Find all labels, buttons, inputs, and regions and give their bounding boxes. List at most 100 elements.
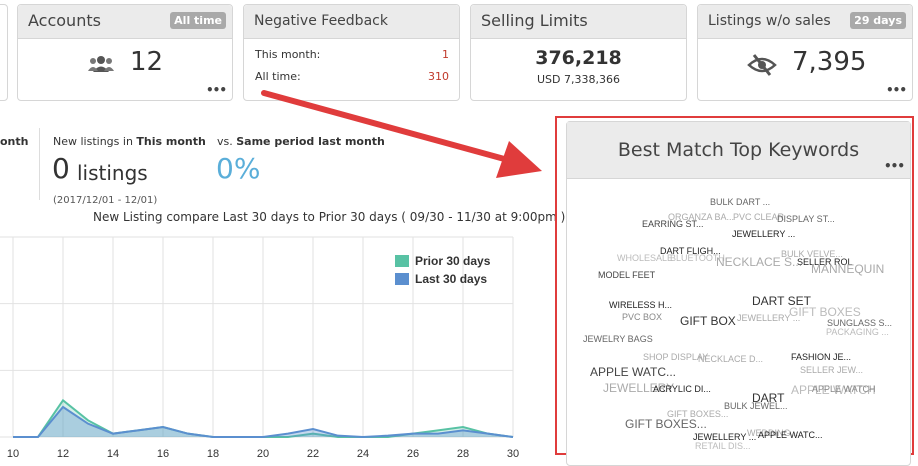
- keyword-item[interactable]: DART FLIGH...: [660, 246, 721, 256]
- x-tick-label: 26: [407, 448, 419, 460]
- keyword-item[interactable]: NECKLACE S...: [716, 255, 803, 269]
- keyword-item[interactable]: NECKLACE D...: [698, 354, 764, 364]
- selling-limits-title: Selling Limits: [481, 11, 588, 30]
- x-tick-label: 22: [307, 448, 319, 460]
- keyword-item[interactable]: JEWELLERY ...: [693, 432, 757, 442]
- keyword-item[interactable]: JEWELLERY ...: [732, 229, 796, 239]
- accounts-more-button[interactable]: •••: [205, 83, 227, 97]
- keyword-item[interactable]: APPLE WATCH: [812, 384, 876, 394]
- listings-wo-sales-badge: 29 days: [850, 12, 906, 29]
- keyword-item[interactable]: WIRELESS H...: [609, 300, 673, 310]
- x-tick-label: 30: [507, 448, 519, 460]
- nf-all-time-label: All time:: [255, 70, 301, 83]
- x-tick-label: 24: [357, 448, 369, 460]
- keywords-card-header: Best Match Top Keywords •••: [567, 122, 910, 179]
- keyword-item[interactable]: DART SET: [752, 294, 811, 308]
- selling-limits-card[interactable]: Selling Limits 376,218 USD 7,338,366: [470, 4, 687, 101]
- vs-period-value: 0%: [216, 152, 261, 185]
- keyword-item[interactable]: BULK VELVE...: [781, 249, 843, 259]
- nf-this-month-label: This month:: [255, 48, 321, 61]
- keyword-item[interactable]: PVC CLEAR: [733, 212, 785, 222]
- keyword-item[interactable]: APPLE WATC...: [758, 430, 823, 440]
- keyword-item[interactable]: SHOP DISPLAY: [643, 352, 709, 362]
- nf-this-month-value[interactable]: 1: [442, 48, 449, 61]
- vs-period-label-prefix: vs.: [217, 135, 237, 148]
- legend-label-last: Last 30 days: [415, 272, 488, 286]
- keyword-item[interactable]: GIFT BOXES...: [667, 409, 729, 419]
- keywords-card[interactable]: Best Match Top Keywords •••: [566, 121, 911, 466]
- keyword-item[interactable]: JEWELRY BAGS: [583, 334, 653, 344]
- keyword-item[interactable]: BULK JEWEL...: [724, 401, 788, 411]
- accounts-title: Accounts: [28, 11, 101, 30]
- negative-feedback-header: Negative Feedback: [244, 5, 459, 39]
- legend-swatch-last: [395, 273, 409, 285]
- new-listings-label: New listings in This month: [53, 135, 206, 148]
- series-line-last: [13, 405, 514, 439]
- accounts-badge: All time: [170, 12, 226, 29]
- keyword-item[interactable]: DART: [752, 391, 785, 405]
- new-listings-label-prefix: New listings in: [53, 135, 137, 148]
- x-tick-label: 12: [57, 448, 69, 460]
- keyword-item[interactable]: GIFT BOXES...: [625, 417, 707, 431]
- keyword-item[interactable]: PACKAGING ...: [826, 327, 889, 337]
- highlight-arrow: [261, 90, 542, 178]
- keyword-item[interactable]: SELLER JEW...: [800, 365, 864, 375]
- x-tick-label: 28: [457, 448, 469, 460]
- partial-prev-label: onth: [0, 135, 29, 148]
- accounts-value: 12: [130, 47, 164, 77]
- keyword-item[interactable]: BULK DART ...: [710, 197, 771, 207]
- keyword-item[interactable]: WEDDING ...: [747, 428, 801, 438]
- legend-label-prior: Prior 30 days: [415, 254, 491, 268]
- keyword-item[interactable]: WHOLESALE: [617, 253, 674, 263]
- keywords-title: Best Match Top Keywords: [617, 139, 860, 161]
- nf-all-time-value[interactable]: 310: [428, 70, 449, 83]
- keyword-item[interactable]: JEWELLERY ...: [737, 313, 801, 323]
- legend-swatch-prior: [395, 255, 409, 267]
- vs-period-label: vs. Same period last month: [217, 135, 385, 148]
- keyword-item[interactable]: APPLE WATC...: [590, 365, 677, 379]
- keywords-more-button[interactable]: •••: [883, 159, 905, 173]
- keyword-item[interactable]: SUNGLASS S...: [827, 318, 893, 328]
- keyword-cloud: BULK DART ... ORGANZA BA... PVC CLEAR DISPL…: [567, 178, 910, 453]
- keyword-item[interactable]: GIFT BOXES: [789, 305, 861, 319]
- x-tick-label: 16: [157, 448, 169, 460]
- accounts-card[interactable]: Accounts All time 12 •••: [17, 4, 233, 101]
- x-tick-label: 18: [207, 448, 219, 460]
- eye-slash-icon: [747, 54, 777, 76]
- new-listings-range: (2017/12/01 - 12/01): [53, 195, 158, 206]
- listings-wo-sales-header: Listings w/o sales 29 days: [698, 5, 912, 39]
- keyword-item[interactable]: ORGANZA BA...: [668, 212, 735, 222]
- listings-wo-sales-card[interactable]: Listings w/o sales 29 days 7,395 •••: [697, 4, 913, 101]
- x-tick-label: 10: [7, 448, 19, 460]
- divider-left: [39, 128, 40, 200]
- keyword-item[interactable]: MANNEQUIN: [811, 262, 885, 276]
- users-icon: [88, 56, 114, 72]
- keyword-item[interactable]: BLUETOOTH: [670, 253, 725, 263]
- keyword-item[interactable]: PVC BOX: [622, 312, 663, 322]
- selling-limits-header: Selling Limits: [471, 5, 686, 39]
- keyword-item[interactable]: JEWELLERY: [603, 381, 675, 395]
- negative-feedback-title: Negative Feedback: [254, 13, 388, 29]
- listings-wo-sales-value: 7,395: [792, 47, 867, 77]
- keyword-item[interactable]: ACRYLIC DI...: [653, 384, 711, 394]
- keyword-item[interactable]: DISPLAY ST...: [777, 214, 835, 224]
- new-listings-unit: listings: [77, 161, 148, 185]
- keyword-item[interactable]: SELLER ROL: [797, 257, 853, 267]
- accounts-card-header: Accounts All time: [18, 5, 232, 39]
- partial-card-left: [0, 4, 8, 101]
- selling-limits-sub: USD 7,338,366: [537, 73, 620, 86]
- x-tick-label: 14: [107, 448, 119, 460]
- keyword-item[interactable]: RETAIL DIS...: [695, 441, 751, 451]
- keyword-item[interactable]: EARRING ST...: [642, 219, 704, 229]
- new-listings-value: 0: [52, 152, 70, 185]
- negative-feedback-card[interactable]: Negative Feedback This month: 1 All time…: [243, 4, 460, 101]
- listings-wo-sales-more-button[interactable]: •••: [885, 83, 907, 97]
- keyword-item[interactable]: MODEL FEET: [598, 270, 656, 280]
- listings-wo-sales-title: Listings w/o sales: [708, 13, 831, 29]
- keyword-item[interactable]: APPLE WATCH: [791, 383, 876, 397]
- new-listing-chart: 10 12 14 16 18 20 22 24 26 28 30: [0, 236, 519, 460]
- series-area-last: [13, 407, 513, 437]
- series-area-prior: [13, 400, 513, 437]
- keyword-item[interactable]: FASHION JE...: [791, 352, 852, 362]
- keyword-item[interactable]: GIFT BOX: [680, 314, 736, 328]
